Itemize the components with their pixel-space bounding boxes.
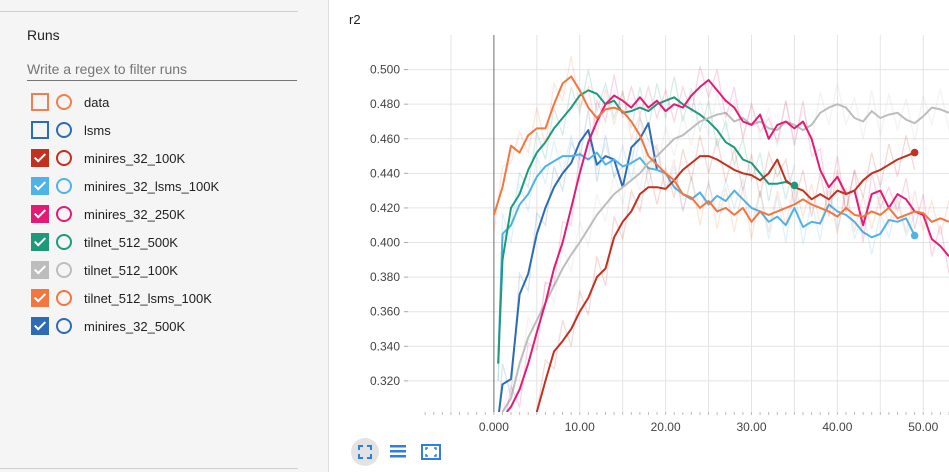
- series-line: [492, 75, 949, 223]
- y-tick-label: 0.500: [370, 63, 400, 77]
- series-raw-line: [536, 135, 916, 412]
- run-radio[interactable]: [56, 150, 72, 166]
- chart-grid: [408, 35, 949, 412]
- fit-domain-button[interactable]: [351, 438, 379, 466]
- run-item[interactable]: data: [31, 92, 109, 112]
- y-tick-label: 0.320: [370, 374, 400, 388]
- y-tick-label: 0.440: [370, 166, 400, 180]
- run-checkbox[interactable]: [31, 205, 49, 223]
- r2-chart[interactable]: 0.320 0.340 0.360 0.380 0.400 0.420 0.440 0.460…: [329, 0, 949, 472]
- run-item[interactable]: minires_32_100K: [31, 148, 185, 168]
- run-checkbox[interactable]: [31, 289, 49, 307]
- run-checkbox[interactable]: [31, 177, 49, 195]
- run-checkbox[interactable]: [31, 93, 49, 111]
- y-tick-label: 0.400: [370, 236, 400, 250]
- series-line: [498, 122, 658, 412]
- x-tick-label: 10.00: [565, 420, 595, 434]
- run-label: minires_32_500K: [84, 318, 186, 334]
- run-label: data: [84, 94, 110, 110]
- run-label: lsms: [84, 122, 111, 138]
- run-checkbox[interactable]: [31, 261, 49, 279]
- runs-sidebar: Runs data lsms minires_32_100K minires_32_l…: [0, 0, 329, 472]
- run-item[interactable]: minires_32_lsms_100K: [31, 176, 219, 196]
- series-raw-line: [497, 135, 916, 381]
- run-radio[interactable]: [56, 234, 72, 250]
- run-label: minires_32_250K: [84, 206, 186, 222]
- run-radio[interactable]: [56, 206, 72, 222]
- run-label: tilnet_512_100K: [84, 262, 178, 278]
- series-raw-line: [497, 69, 796, 381]
- series-raw-line: [506, 65, 949, 412]
- series-line: [506, 79, 949, 412]
- run-label: tilnet_512_lsms_100K: [84, 290, 212, 306]
- runs-title: Runs: [27, 27, 60, 43]
- run-radio[interactable]: [56, 318, 72, 334]
- y-tick-label: 0.480: [370, 97, 400, 111]
- series-line: [497, 89, 795, 364]
- y-tick-label: 0.420: [370, 201, 400, 215]
- x-tick-label: 50.00: [908, 420, 938, 434]
- log-scale-icon: [390, 445, 406, 458]
- run-item[interactable]: minires_32_500K: [31, 316, 185, 336]
- run-radio[interactable]: [56, 122, 72, 138]
- series-line: [535, 151, 916, 412]
- expand-chart-button[interactable]: [417, 438, 445, 466]
- run-label: tilnet_512_500K: [84, 234, 178, 250]
- run-item[interactable]: tilnet_512_lsms_100K: [31, 288, 212, 308]
- run-item[interactable]: tilnet_512_100K: [31, 260, 178, 280]
- series-end-marker: [910, 148, 919, 157]
- run-filter-input[interactable]: [27, 58, 297, 81]
- y-tick-label: 0.340: [370, 339, 400, 353]
- run-checkbox[interactable]: [31, 233, 49, 251]
- run-label: minires_32_lsms_100K: [84, 178, 220, 194]
- chart-panel: 0.320 0.340 0.360 0.380 0.400 0.420 0.440 0.460…: [329, 0, 949, 472]
- run-radio[interactable]: [56, 262, 72, 278]
- run-checkbox[interactable]: [31, 121, 49, 139]
- series-end-marker: [790, 181, 799, 190]
- x-tick-label: 20.00: [651, 420, 681, 434]
- divider: [0, 468, 298, 469]
- run-radio[interactable]: [56, 178, 72, 194]
- chart-series: [492, 55, 949, 412]
- series-line: [497, 151, 916, 364]
- series-raw-line: [501, 83, 949, 412]
- expand-chart-icon: [421, 444, 441, 460]
- run-label: minires_32_100K: [84, 150, 186, 166]
- x-tick-label: 0.000: [479, 420, 509, 434]
- series-raw-line: [493, 55, 949, 240]
- series-line: [501, 103, 949, 412]
- x-tick-label: 40.00: [822, 420, 852, 434]
- x-tick-label: 30.00: [736, 420, 766, 434]
- divider: [0, 11, 298, 12]
- y-tick-label: 0.380: [370, 270, 400, 284]
- series-end-markers: [790, 148, 919, 240]
- y-tick-label: 0.460: [370, 132, 400, 146]
- run-radio[interactable]: [56, 290, 72, 306]
- chart-title: r2: [349, 12, 361, 27]
- run-item[interactable]: lsms: [31, 120, 111, 140]
- run-item[interactable]: tilnet_512_500K: [31, 232, 178, 252]
- run-checkbox[interactable]: [31, 317, 49, 335]
- run-radio[interactable]: [56, 94, 72, 110]
- chart-axes: 0.320 0.340 0.360 0.380 0.400 0.420 0.440 0.460…: [370, 35, 949, 434]
- log-scale-button[interactable]: [384, 438, 412, 466]
- run-checkbox[interactable]: [31, 149, 49, 167]
- run-item[interactable]: minires_32_250K: [31, 204, 185, 224]
- series-end-marker: [910, 231, 919, 240]
- y-tick-label: 0.360: [370, 305, 400, 319]
- fit-domain-icon: [358, 445, 372, 459]
